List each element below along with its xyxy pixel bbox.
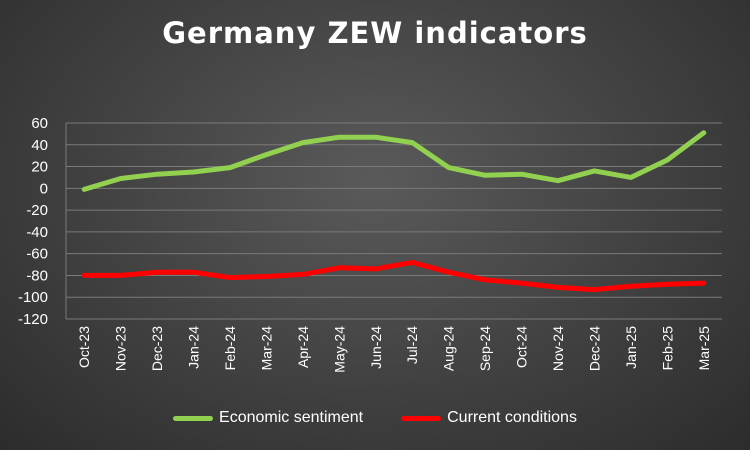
y-tick-label: 60 bbox=[31, 115, 48, 132]
legend: Economic sentiment Current conditions bbox=[0, 409, 750, 427]
x-tick-label: Feb-25 bbox=[659, 326, 675, 371]
legend-item-current-conditions: Current conditions bbox=[401, 409, 577, 427]
y-tick-label: 20 bbox=[31, 159, 48, 176]
x-tick-label: Oct-24 bbox=[514, 326, 530, 368]
legend-swatch-current-conditions bbox=[401, 415, 442, 421]
x-tick-label: Aug-24 bbox=[441, 326, 457, 371]
series-line-economic-sentiment bbox=[81, 130, 707, 192]
y-tick-label: -120 bbox=[18, 311, 48, 328]
x-tick-label: Feb-24 bbox=[222, 326, 238, 371]
x-tick-label: Mar-24 bbox=[258, 326, 274, 371]
y-tick-label: 40 bbox=[31, 137, 48, 154]
chart-title: Germany ZEW indicators bbox=[162, 16, 588, 50]
x-tick-label: Jun-24 bbox=[368, 326, 384, 369]
series-line-current-conditions bbox=[81, 259, 707, 293]
x-tick-label: Jan-25 bbox=[623, 326, 639, 369]
x-tick-label: Nov-23 bbox=[113, 326, 129, 371]
x-tick-label: Apr-24 bbox=[295, 326, 311, 368]
y-tick-label: -80 bbox=[26, 267, 48, 284]
legend-swatch-economic-sentiment bbox=[173, 415, 214, 421]
y-tick-label: -40 bbox=[26, 224, 48, 241]
legend-label-current-conditions: Current conditions bbox=[447, 409, 577, 426]
x-tick-label: Mar-25 bbox=[696, 326, 712, 371]
x-tick-label: May-24 bbox=[331, 326, 347, 373]
legend-label-economic-sentiment: Economic sentiment bbox=[219, 409, 364, 426]
x-tick-label: Dec-23 bbox=[149, 326, 165, 371]
y-tick-label: -60 bbox=[26, 246, 48, 263]
y-tick-label: -100 bbox=[18, 289, 48, 306]
x-tick-label: Jul-24 bbox=[404, 326, 420, 364]
x-tick-label: Jan-24 bbox=[186, 326, 202, 369]
x-tick-label: Nov-24 bbox=[550, 326, 566, 371]
x-tick-label: Oct-23 bbox=[76, 326, 92, 368]
legend-item-economic-sentiment: Economic sentiment bbox=[173, 409, 363, 427]
x-tick-label: Dec-24 bbox=[586, 326, 602, 371]
y-tick-label: -20 bbox=[26, 202, 48, 219]
x-tick-label: Sep-24 bbox=[477, 326, 493, 371]
y-tick-label: 0 bbox=[40, 180, 48, 197]
